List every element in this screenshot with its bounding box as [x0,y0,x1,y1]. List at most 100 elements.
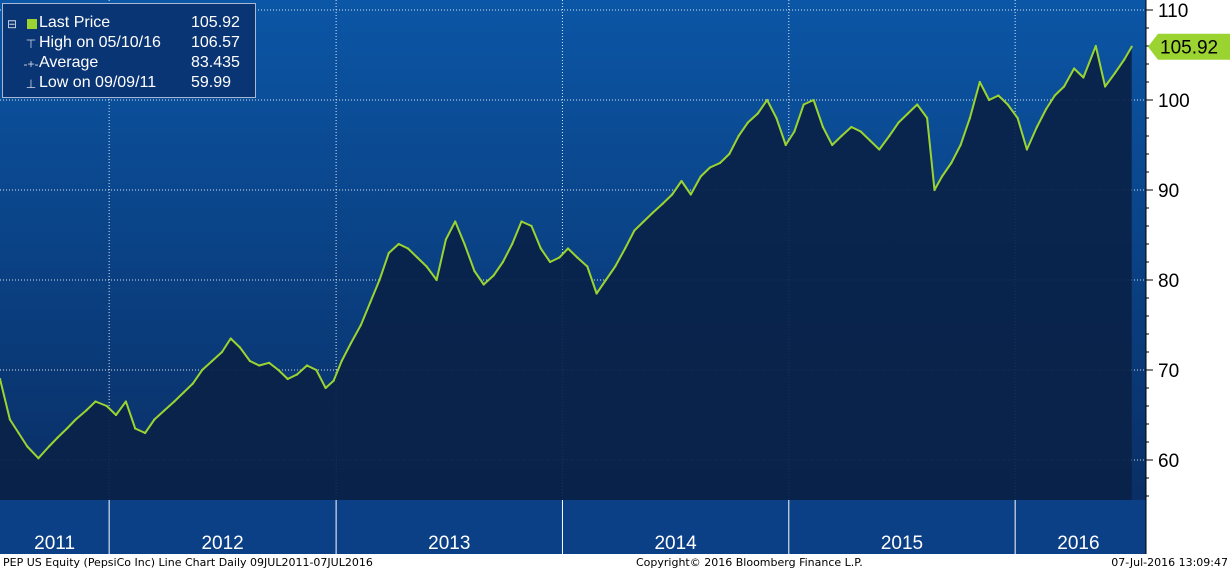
y-tick-label: 60 [1158,451,1179,472]
price-point [359,323,362,327]
price-point [1082,76,1085,79]
x-tick-label: 2014 [654,533,697,554]
price-point [1063,85,1066,88]
price-point [201,368,204,372]
price-point [821,125,825,129]
y-tick-label: 90 [1158,181,1179,202]
last-price-tag-label: 105.92 [1160,38,1218,59]
low-marker-icon: ⊥ [25,77,37,91]
price-point [959,143,962,147]
last-price-tag [1148,33,1230,60]
price-point [699,175,702,178]
price-point [387,251,390,255]
price-point [812,98,815,102]
price-point [897,121,900,124]
price-point [105,404,108,408]
price-point [766,98,769,102]
price-point [173,400,176,403]
price-point [671,193,674,196]
price-point [74,418,77,421]
price-point [1006,103,1009,106]
price-point [492,274,495,277]
price-point [718,161,722,165]
price-point [482,283,485,286]
price-point [906,112,910,115]
high-marker-icon: ⊤ [25,37,37,51]
price-point [1053,94,1056,97]
price-point [530,224,533,228]
price-point [305,364,309,367]
x-tick-label: 2013 [428,533,470,554]
price-point [248,359,251,363]
price-point [868,139,872,142]
price-point [144,431,147,435]
price-point [878,148,881,151]
legend-label: Average [39,54,99,71]
price-point [229,337,232,340]
collapse-icon[interactable]: ⊟ [7,17,18,31]
price-point [1025,148,1028,151]
price-point [539,247,542,250]
price-point [728,152,731,156]
price-point [47,445,51,448]
price-point [1104,85,1107,88]
price-point [651,211,655,214]
legend-value: 106.57 [191,34,240,51]
footer-bar: PEP US Equity (PepsiCo Inc) Line Chart D… [0,554,1231,572]
price-point [65,427,69,430]
price-point [56,436,59,439]
price-point [1073,67,1076,70]
price-point [642,220,645,223]
price-point [831,143,834,147]
price-point [1113,71,1117,75]
price-point [689,193,692,196]
price-point [94,400,97,403]
price-point [793,130,796,133]
price-point [756,112,759,115]
price-point [124,400,127,403]
price-point [211,359,214,363]
price-point [473,269,476,273]
legend-row-low: ⊥ Low on 09/09/11 59.99 [3,74,255,94]
price-point [997,94,1000,97]
footer-timestamp: 07-Jul-2016 13:09:47 [1111,556,1228,569]
price-point [940,175,944,178]
price-point [463,242,466,246]
legend-value: 83.435 [191,54,240,71]
price-point [258,364,261,367]
price-point [737,134,740,138]
price-point [268,361,271,364]
price-point [406,247,410,250]
price-point [988,98,991,102]
price-point [191,382,194,385]
legend-row-high: ⊤ High on 05/10/16 106.57 [3,34,255,54]
price-point [324,386,327,390]
price-point [978,80,981,84]
price-point [134,427,137,430]
price-point [1123,58,1126,61]
y-tick-label: 110 [1158,1,1188,22]
x-tick-label: 2015 [881,533,923,554]
price-point [680,179,683,183]
legend-label: High on 05/10/16 [39,34,161,51]
average-marker-icon: -+- [23,57,39,71]
legend-box: ⊟ Last Price 105.92 ⊤ High on 05/10/16 1… [2,3,256,98]
y-tick-label: 70 [1158,361,1179,382]
price-point [332,379,335,382]
price-point [1035,125,1038,129]
price-chart: 2011 2012 2013 2014 2015 2016 60708090100110 … [0,0,1231,554]
price-point [775,116,778,120]
price-point [315,368,318,372]
price-point [950,161,953,165]
price-point [802,103,805,106]
legend-value: 59.99 [191,74,232,91]
price-point [840,134,843,138]
price-point [1045,107,1048,111]
legend-label: Last Price [39,14,111,31]
legend-value: 105.92 [191,14,240,31]
price-point [340,359,343,363]
price-point [163,409,166,412]
price-point [549,260,552,264]
price-point [397,242,400,246]
price-point [661,202,665,205]
